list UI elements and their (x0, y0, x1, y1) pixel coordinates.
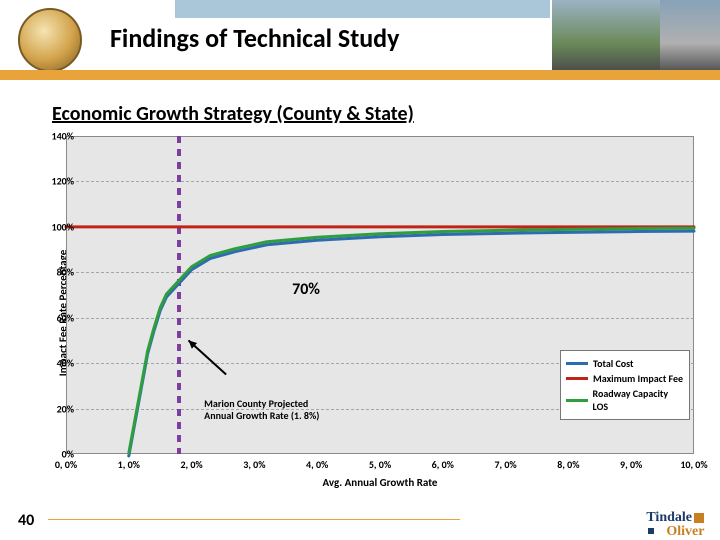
legend-item: Roadway Capacity LOS (566, 387, 684, 413)
annotation-projection: Marion County Projected Annual Growth Ra… (204, 398, 319, 421)
x-tick-label: 5, 0% (355, 458, 405, 471)
footer-rule (48, 519, 460, 520)
legend-swatch (566, 377, 588, 380)
brand-square-icon (694, 513, 704, 523)
y-tick-label: 60% (34, 311, 74, 324)
header-photo-left (552, 0, 660, 72)
header-accent-band (0, 70, 720, 80)
brand-bottom: Oliver (666, 524, 704, 539)
y-tick-label: 80% (34, 266, 74, 279)
x-tick-label: 2, 0% (167, 458, 217, 471)
header-top-band (175, 0, 550, 18)
y-tick-label: 140% (34, 130, 74, 143)
x-axis-title: Avg. Annual Growth Rate (66, 476, 694, 489)
page-number: 40 (18, 511, 34, 530)
county-seal-icon (18, 8, 82, 72)
annotation-projection-line2: Annual Growth Rate (1. 8%) (204, 410, 319, 422)
slide-footer: 40 Tindale Oliver (0, 496, 720, 540)
slide-title: Findings of Technical Study (110, 22, 399, 54)
slide-subtitle: Economic Growth Strategy (County & State… (52, 102, 720, 126)
legend-swatch (566, 362, 588, 365)
x-tick-label: 4, 0% (292, 458, 342, 471)
x-tick-label: 3, 0% (229, 458, 279, 471)
y-tick-label: 100% (34, 220, 74, 233)
annotation-projection-line1: Marion County Projected (204, 398, 319, 410)
slide-header: Findings of Technical Study (0, 0, 720, 82)
legend-label: Total Cost (593, 357, 634, 370)
chart-container: Impact Fee Rate Percentage 70% Marion Co… (10, 132, 710, 494)
x-tick-label: 1, 0% (104, 458, 154, 471)
annotation-70-percent: 70% (292, 280, 320, 299)
x-tick-label: 9, 0% (606, 458, 656, 471)
chart-plot-area: 70% Marion County Projected Annual Growt… (66, 136, 694, 454)
chart-legend: Total Cost Maximum Impact Fee Roadway Capa… (560, 350, 690, 420)
x-tick-label: 0, 0% (41, 458, 91, 471)
legend-item: Maximum Impact Fee (566, 372, 684, 385)
x-tick-label: 8, 0% (543, 458, 593, 471)
x-tick-label: 6, 0% (418, 458, 468, 471)
legend-label: Maximum Impact Fee (593, 372, 683, 385)
x-tick-label: 10, 0% (669, 458, 719, 471)
x-tick-label: 7, 0% (481, 458, 531, 471)
brand-logo: Tindale Oliver (646, 511, 704, 538)
legend-label: Roadway Capacity LOS (593, 387, 684, 413)
y-tick-label: 40% (34, 357, 74, 370)
y-tick-label: 20% (34, 402, 74, 415)
y-tick-label: 120% (34, 175, 74, 188)
legend-swatch (566, 399, 588, 402)
brand-square2-icon (648, 528, 654, 534)
legend-item: Total Cost (566, 357, 684, 370)
header-photo-right (660, 0, 720, 72)
